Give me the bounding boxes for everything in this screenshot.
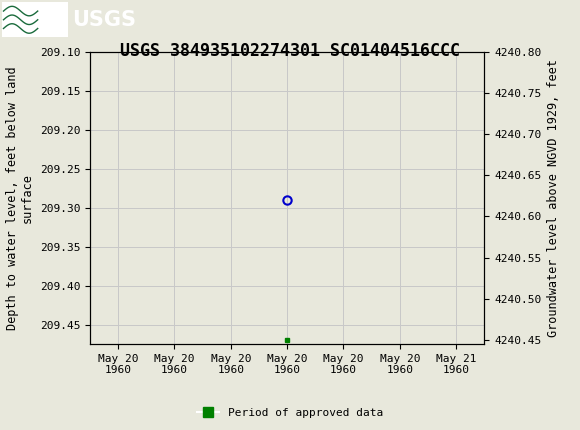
Y-axis label: Groundwater level above NGVD 1929, feet: Groundwater level above NGVD 1929, feet (547, 59, 560, 337)
Bar (2, 3, 68, 37)
Y-axis label: Depth to water level, feet below land
surface: Depth to water level, feet below land su… (6, 66, 34, 330)
Text: USGS: USGS (72, 10, 136, 30)
Legend: Period of approved data: Period of approved data (193, 403, 387, 422)
Text: USGS 384935102274301 SC01404516CCC: USGS 384935102274301 SC01404516CCC (120, 42, 460, 60)
